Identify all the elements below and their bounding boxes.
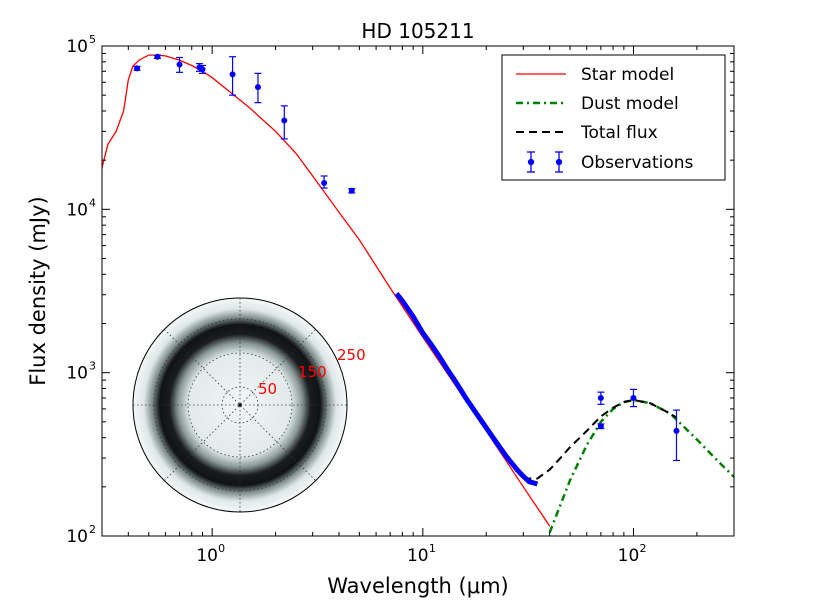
legend-label-observations: Observations [581, 153, 694, 173]
observation-point [133, 65, 141, 72]
observation-point [597, 391, 605, 405]
x-tick-exponent: 0 [218, 542, 225, 555]
y-tick-label: 10 [66, 364, 88, 384]
y-tick-label: 10 [66, 37, 88, 57]
observation-point [629, 388, 637, 408]
legend-label-star-model: Star model [581, 65, 674, 85]
inset-radial-label-150: 150 [298, 363, 327, 381]
y-axis-label: Flux density (mJy) [26, 196, 50, 385]
legend-box [501, 54, 726, 181]
y-tick-exponent: 2 [89, 523, 96, 536]
disk-image-inset: 50 150 250 [132, 297, 366, 513]
total-flux-line [523, 398, 678, 480]
inset-radial-label-250: 250 [337, 346, 366, 364]
legend: Star model Dust model Total flux Observa… [501, 54, 726, 181]
y-tick-label: 10 [66, 200, 88, 220]
observation-point [320, 175, 328, 189]
axes-frame [101, 45, 735, 537]
x-tick-label: 10 [196, 546, 218, 566]
y-tick-exponent: 4 [89, 196, 96, 209]
dust-model-line [548, 398, 734, 533]
y-tick-exponent: 5 [89, 33, 96, 46]
observation-point [229, 56, 237, 96]
x-tick-label: 10 [407, 546, 429, 566]
observation-point [199, 64, 207, 74]
x-tick-label: 10 [618, 546, 640, 566]
star-model-line [102, 54, 551, 527]
observation-point [153, 53, 161, 60]
observation-point [176, 56, 184, 73]
observation-point [672, 409, 680, 462]
chart-title: HD 105211 [361, 19, 474, 43]
x-axis-label: Wavelength (μm) [327, 574, 508, 598]
x-tick-exponent: 2 [639, 542, 646, 555]
legend-label-total-flux: Total flux [580, 123, 658, 143]
y-tick-exponent: 3 [89, 360, 96, 373]
inset-polar-grid [133, 298, 347, 512]
observation-point [254, 72, 262, 104]
observation-point [597, 423, 605, 430]
observation-point [348, 187, 356, 194]
inset-radial-label-50: 50 [258, 380, 277, 398]
y-tick-label: 10 [66, 527, 88, 547]
x-tick-exponent: 1 [429, 542, 436, 555]
spectrum-observations [394, 292, 539, 487]
observation-point [280, 105, 288, 140]
legend-swatch-observations [527, 151, 563, 173]
legend-label-dust-model: Dust model [581, 94, 679, 114]
